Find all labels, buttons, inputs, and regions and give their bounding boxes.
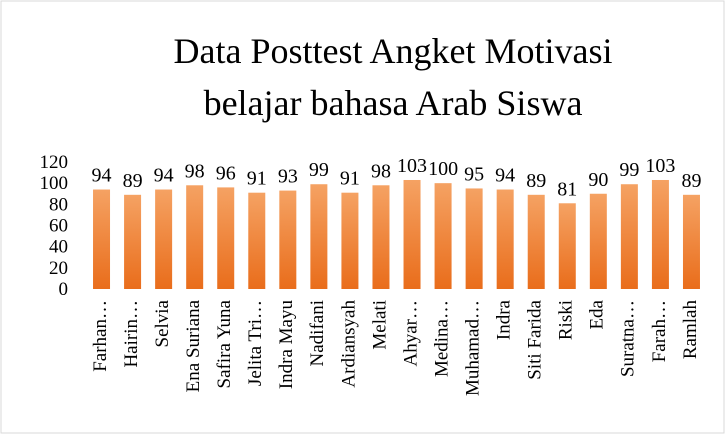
x-tick-label: Riski (556, 300, 577, 340)
bar (496, 189, 514, 289)
bar (341, 192, 359, 289)
y-tick-label: 100 (40, 173, 69, 194)
bar (682, 194, 700, 289)
x-tick-label: Siti Farida (525, 299, 546, 379)
x-tick-label: Eda (587, 299, 608, 329)
value-label: 94 (495, 165, 515, 187)
x-tick-label: Jelita Tri… (245, 300, 266, 386)
x-tick-label: Ena Suriana (183, 299, 204, 392)
value-label: 96 (216, 162, 236, 184)
y-tick-label: 120 (40, 152, 69, 173)
y-tick-label: 0 (59, 279, 69, 300)
x-tick-label: Farah… (649, 300, 670, 362)
x-tick-label: Indra Mayu (276, 300, 297, 390)
value-label: 93 (278, 166, 298, 188)
bar (403, 179, 421, 289)
y-tick-label: 20 (49, 258, 68, 279)
bar (465, 188, 483, 289)
value-label: 94 (154, 165, 174, 187)
x-tick-label: Farhan… (90, 300, 111, 372)
x-tick-label: Nadifani (307, 300, 328, 366)
bar (186, 185, 204, 289)
bar (434, 183, 452, 289)
x-tick-label: Muhamad… (462, 300, 483, 396)
value-label: 103 (645, 155, 675, 177)
x-tick-label: Selvia (152, 299, 173, 347)
value-label: 94 (92, 165, 112, 187)
bar (589, 193, 607, 289)
x-tick-label: Melati (369, 300, 390, 350)
value-label: 90 (588, 169, 608, 191)
x-tick-label: Ahyar… (400, 300, 421, 366)
y-tick-label: 40 (49, 237, 68, 258)
bar (558, 203, 576, 289)
bar (248, 192, 266, 289)
value-label: 91 (340, 168, 360, 190)
x-tick-label: Ardiansyah (338, 300, 359, 388)
x-tick-label: Indra (494, 299, 515, 340)
value-label: 89 (681, 170, 701, 192)
bar (217, 187, 235, 289)
value-label: 99 (309, 159, 329, 181)
value-label: 100 (428, 158, 458, 180)
value-label: 95 (464, 163, 484, 185)
value-label: 99 (619, 159, 639, 181)
value-label: 89 (123, 170, 143, 192)
value-label: 103 (397, 155, 427, 177)
bar (310, 184, 328, 289)
bar (527, 194, 545, 289)
value-label: 81 (557, 178, 577, 200)
chart-title: belajar bahasa Arab Siswa (204, 83, 583, 123)
bar (372, 185, 390, 289)
bar (620, 184, 638, 289)
bar (155, 189, 173, 289)
value-label: 91 (247, 168, 267, 190)
x-tick-label: Suratna… (618, 300, 639, 377)
bar (651, 179, 669, 289)
y-tick-label: 60 (49, 216, 68, 237)
value-label: 98 (185, 160, 205, 182)
bar (93, 189, 111, 289)
x-tick-label: Hairin… (121, 300, 142, 368)
value-label: 98 (371, 160, 391, 182)
value-label: 89 (526, 170, 546, 192)
x-tick-label: Ramlah (680, 300, 701, 360)
x-tick-label: Medina… (431, 300, 452, 377)
bar (279, 190, 297, 289)
y-tick-label: 80 (49, 194, 68, 215)
bar (124, 194, 142, 289)
x-tick-label: Safira Yuna (214, 299, 235, 388)
chart-title: Data Posttest Angket Motivasi (174, 31, 613, 71)
